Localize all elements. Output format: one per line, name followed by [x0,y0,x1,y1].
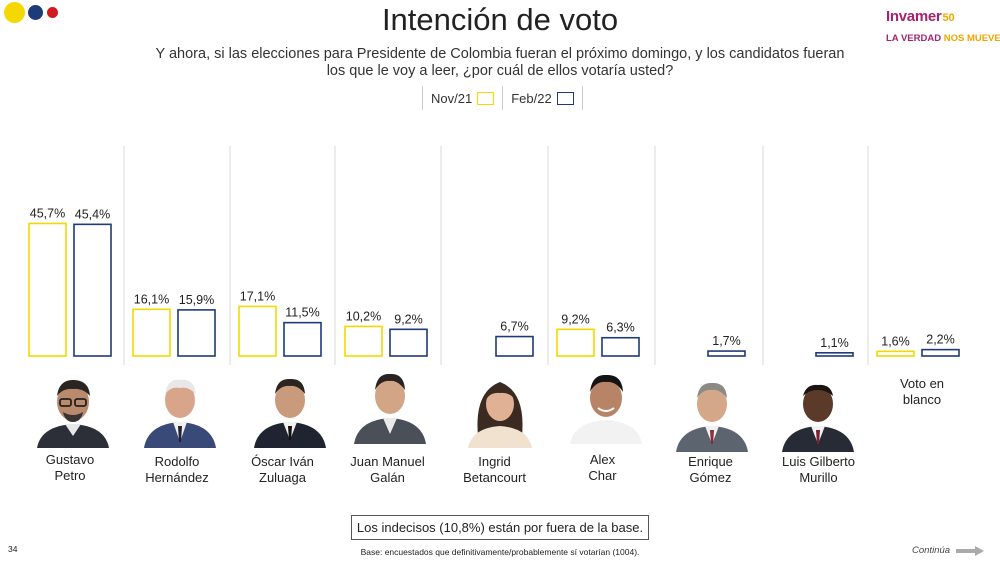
legend-label-nov: Nov/21 [431,90,473,106]
candidate-name-line: Juan Manuel [350,454,425,469]
bar-nov [28,222,67,357]
candidate-name-zuluaga: Óscar Iván Zuluaga [231,454,334,486]
candidate-name-galan: Juan Manuel Galán [335,454,440,486]
bar-nov [238,305,277,357]
data-label: 45,4% [75,207,110,221]
data-label: 1,7% [712,334,741,348]
bar-feb [921,348,960,357]
continue-label: Continúa [912,545,951,556]
data-label: 9,2% [394,312,423,326]
candidate-photo-hernandez [140,372,220,448]
candidate-name-hernandez: Rodolfo Hernández [125,454,229,486]
legend-divider [581,86,583,110]
brand-fine-print [886,26,991,30]
data-label: 10,2% [346,309,381,323]
bar-feb [815,352,854,357]
data-label: 15,9% [179,293,214,307]
candidate-name-line: Luis Gilberto [782,454,855,469]
vote-intention-chart: 45,7% 45,4% 16,1% 15,9% 17,1% 11,5% 10,2% 9,2% 6… [28,146,960,365]
candidate-name-line: Char [588,468,617,483]
legend-label-feb: Feb/22 [511,90,552,106]
candidate-name-line: Galán [370,470,405,485]
bar-feb [177,309,216,357]
legend-divider [422,86,423,110]
data-label: 1,6% [881,334,910,348]
legend-swatch-nov [477,91,495,105]
continue-link[interactable]: Continúa [912,545,985,556]
candidate-name-line: Gómez [689,470,732,485]
bar-nov [132,308,171,357]
question-text: Y ahora, si las elecciones para Presiden… [155,46,845,79]
candidate-name-betancourt: Ingrid Betancourt [442,454,547,486]
brand-dots [4,2,64,24]
data-label: 6,3% [606,321,635,335]
candidate-name-line: blanco [902,392,942,407]
yellow-dot [4,2,25,23]
data-label: 2,2% [926,333,955,347]
chart-legend: Nov/21 Feb/22 [422,86,583,110]
legend-item-nov: Nov/21 [423,91,502,106]
undecided-note: Los indecisos (10,8%) están por fuera de… [351,515,649,540]
candidate-photo-gomez [672,376,752,452]
page-title: Intención de voto [381,2,619,37]
brand-tagline: LA VERDAD NOS MUEVE [886,33,1000,44]
bar-feb [495,335,534,357]
data-label: 45,7% [30,206,65,220]
candidate-name-line: Murillo [799,470,838,485]
page-number: 34 [8,544,18,554]
data-label: 17,1% [240,289,275,303]
candidate-photo-murillo [778,376,858,452]
data-label: 6,7% [500,320,529,334]
red-dot [47,7,58,18]
candidate-name-line: Rodolfo [154,454,200,469]
bar-nov [344,325,383,357]
candidate-name-line: Alex [589,452,616,467]
candidate-photo-zuluaga [250,372,330,448]
legend-swatch-feb [556,91,574,105]
bar-feb [707,350,746,357]
data-label: 11,5% [285,306,320,320]
candidate-name-line: Enrique [688,454,733,469]
candidate-name-line: Voto en [899,376,945,391]
candidate-name-blank-vote: Voto en blanco [872,376,972,408]
candidate-photo-petro [33,372,113,448]
data-label: 9,2% [561,312,590,326]
brand-name: Invamer [886,8,942,25]
arrow-right-icon [956,545,985,556]
bar-feb [601,336,640,357]
candidate-photo-galan [350,368,430,444]
base-note: Base: encuestados que definitivamente/pr… [360,547,640,557]
bar-nov [876,350,915,357]
candidate-name-line: Óscar Iván [251,454,314,469]
invamer-logo: Invamer50 LA VERDAD NOS MUEVE [886,8,1000,48]
candidate-photo-char [566,368,646,444]
tagline-part-a: LA VERDAD [886,33,942,44]
candidate-name-char: Alex Char [550,452,655,484]
bar-nov [556,328,595,357]
candidate-photo-betancourt [460,372,540,448]
bar-feb [389,328,428,357]
data-label: 1,1% [820,336,849,350]
candidate-name-gomez: Enrique Gómez [658,454,763,486]
blue-dot [28,5,43,20]
brand-anniversary: 50 [942,12,955,24]
data-label: 16,1% [134,292,169,306]
candidate-name-line: Hernández [145,470,209,485]
candidate-name-line: Petro [54,468,86,483]
bar-feb [283,321,322,357]
legend-divider [502,86,504,110]
candidate-name-line: Ingrid [478,454,511,469]
candidate-name-murillo: Luis Gilberto Murillo [766,454,871,486]
bar-feb [73,223,112,357]
candidate-name-line: Zuluaga [259,470,306,485]
tagline-part-b: NOS MUEVE [943,33,1000,44]
candidate-name-line: Gustavo [45,452,95,467]
legend-item-feb: Feb/22 [503,91,581,106]
candidate-name-line: Betancourt [463,470,526,485]
candidate-name-petro: Gustavo Petro [20,452,120,484]
